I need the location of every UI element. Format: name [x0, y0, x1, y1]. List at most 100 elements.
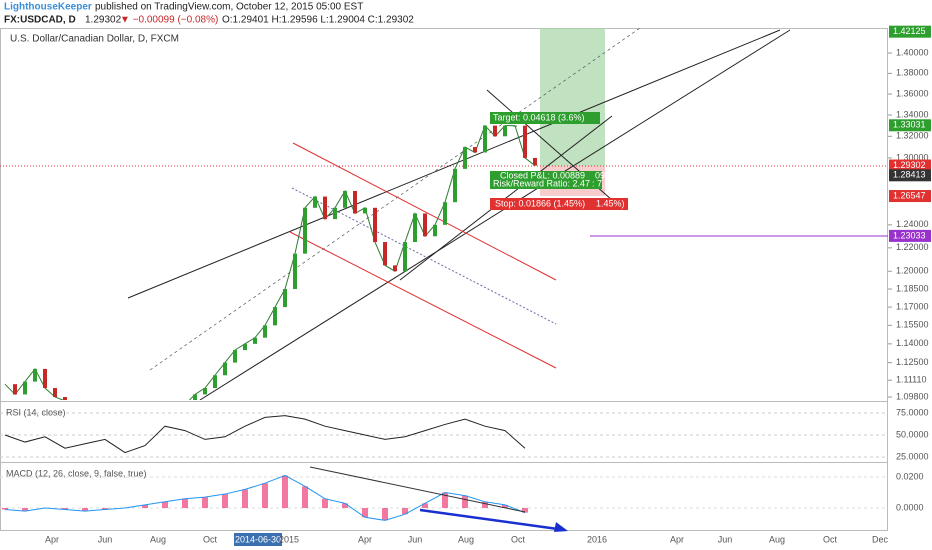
candle	[403, 242, 407, 272]
x-tick-label: Jun	[98, 534, 113, 544]
candle	[33, 368, 37, 382]
candle	[393, 265, 397, 272]
price-marker-label: 1.42125	[893, 26, 926, 36]
candle	[373, 207, 377, 243]
macd-histogram	[2, 508, 8, 510]
macd-histogram	[322, 498, 328, 508]
y-tick-label: 1.20000	[896, 266, 929, 276]
macd-tick-label: 0.0200	[896, 471, 924, 481]
macd-drawings	[309, 466, 568, 532]
candle	[273, 307, 277, 326]
macd-histogram	[262, 483, 268, 508]
rsi-line	[4, 415, 526, 454]
macd-histogram	[22, 508, 28, 512]
x-tick-label: Apr	[45, 534, 59, 544]
axes: 1.40000 1.38000 1.36000 1.34000 1.32000 1.300…	[0, 25, 931, 546]
y-tick-label: 1.38000	[896, 68, 929, 78]
rr-text: Risk/Reward Ratio: 2.47	[493, 178, 590, 188]
macd-histogram	[242, 489, 248, 508]
hidden-text: 0957	[595, 170, 615, 180]
candle	[333, 207, 337, 220]
symbol: FX:USDCAD, D	[4, 15, 76, 26]
pane-borders	[0, 28, 888, 531]
macd-histogram	[222, 494, 228, 508]
x-tick-label: Aug	[458, 534, 474, 544]
y-tick-label: 1.09800	[896, 391, 929, 401]
macd-histogram	[342, 503, 348, 508]
candle	[23, 381, 27, 395]
y-tick-label: 1.15500	[896, 320, 929, 330]
rsi-tick-label: 50.0000	[896, 429, 929, 439]
price-marker-label: 1.33031	[893, 120, 926, 130]
candle	[213, 375, 217, 389]
candle	[513, 125, 517, 127]
y-tick-label: 1.32000	[896, 131, 929, 141]
price-marker	[889, 159, 931, 172]
candle	[293, 253, 297, 290]
price-marker-label: 1.23033	[893, 230, 926, 240]
y-tick-label: 1.14000	[896, 338, 929, 348]
x-tick-label: 2015	[279, 534, 299, 544]
x-tick-label: 2016	[587, 534, 607, 544]
macd-histogram	[62, 508, 68, 510]
candle	[493, 125, 497, 137]
macd-histogram	[282, 475, 288, 508]
hidden-text: : 7.38	[592, 178, 615, 188]
x-tick-label: Oct	[511, 534, 526, 544]
price-marker	[889, 25, 931, 38]
macd-histogram	[522, 508, 528, 513]
y-tick-label: 1.24000	[896, 219, 929, 229]
x-tick-label: Apr	[670, 534, 684, 544]
candle	[453, 168, 457, 203]
candle	[223, 362, 227, 376]
macd-histogram	[382, 508, 388, 521]
ohlc: O:1.29401 H:1.29596 L:1.29004 C:1.29302	[222, 15, 414, 26]
candle	[303, 207, 307, 254]
macd-histogram	[422, 503, 428, 508]
y-tick-label: 1.30000	[896, 152, 929, 162]
y-tick-label: 1.34000	[896, 109, 929, 119]
macd-histogram	[362, 508, 368, 518]
pnl-box	[490, 171, 602, 189]
y-tick-label: 1.17000	[896, 301, 929, 311]
x-tick-label: Aug	[150, 534, 166, 544]
target-text: Target: 0.04618 (3.6%)	[493, 112, 585, 122]
x-tick-label: Oct	[203, 534, 218, 544]
macd-histogram	[202, 497, 208, 508]
candle	[43, 368, 47, 389]
macd-tick-label: 0.0000	[896, 502, 924, 512]
candle	[283, 289, 287, 308]
candle	[413, 213, 417, 243]
chart-title: U.S. Dollar/Canadian Dollar, D, FXCM	[10, 34, 179, 45]
rsi-tick-label: 75.0000	[896, 407, 929, 417]
price-marker	[889, 169, 931, 182]
drawings	[0, 28, 888, 400]
candle	[433, 224, 437, 237]
candle	[503, 125, 507, 137]
candle	[473, 147, 477, 153]
x-tick-label: Jun	[408, 534, 423, 544]
candle	[233, 350, 237, 363]
candle	[423, 213, 427, 237]
macd-histogram	[482, 501, 488, 508]
price-marker	[889, 229, 931, 242]
macd-line	[4, 474, 526, 521]
candle	[343, 190, 347, 208]
pnl-text: Closed P&L: 0.00889	[500, 170, 585, 180]
candle	[533, 157, 537, 166]
candle	[313, 196, 317, 208]
author: LighthouseKeeper	[4, 2, 92, 13]
y-tick-label: 1.22000	[896, 242, 929, 252]
candle	[53, 388, 57, 397]
crosshair-date-box	[234, 533, 282, 546]
price-marker	[889, 119, 931, 132]
macd-title: MACD (12, 26, close, 9, false, true)	[6, 468, 147, 478]
x-tick-label: Aug	[769, 534, 785, 544]
macd-histogram	[502, 504, 508, 508]
x-tick-label: Oct	[823, 534, 838, 544]
x-tick-label: Apr	[358, 534, 372, 544]
target-box	[490, 112, 600, 124]
price-marker-label: 1.29302	[893, 160, 926, 170]
rsi-tick-label: 25.0000	[896, 451, 929, 461]
